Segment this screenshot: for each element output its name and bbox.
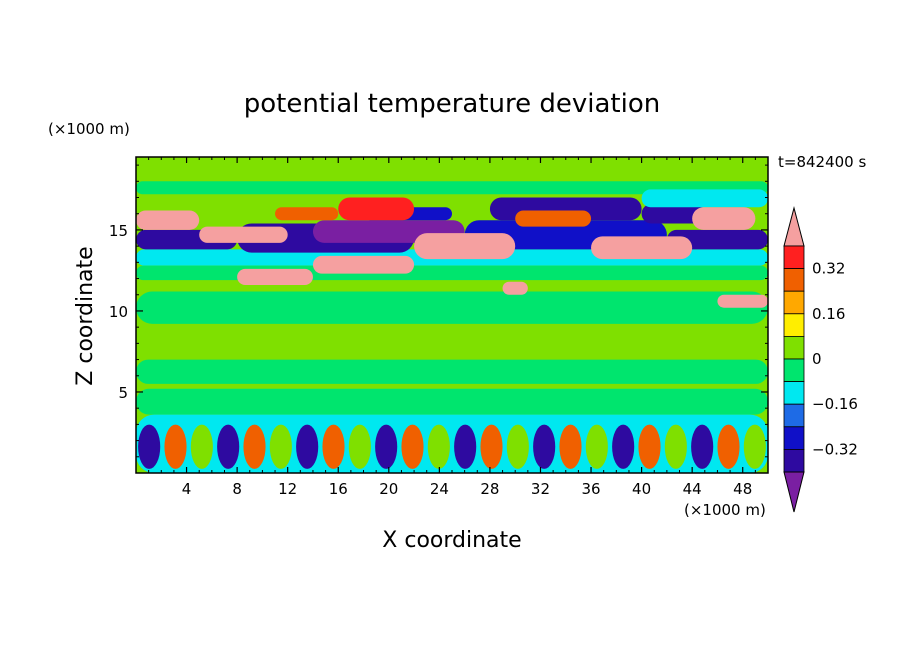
field-region-16 — [199, 226, 288, 243]
field-region-27 — [136, 414, 768, 473]
x-tick-label-12: 12 — [278, 480, 297, 498]
colorbar-band-0 — [783, 245, 805, 270]
boundary-cell-12 — [454, 424, 477, 469]
colorbar-band-1 — [783, 268, 805, 292]
x-tick-label-8: 8 — [232, 480, 242, 498]
boundary-cell-11 — [427, 424, 450, 469]
field-region-15 — [136, 210, 200, 230]
y-tick-label-15: 15 — [109, 222, 128, 240]
colorbar-band-9 — [783, 448, 805, 473]
x-tick-label-36: 36 — [581, 480, 600, 498]
colorbar-band-4 — [783, 335, 805, 360]
x-tick-label-24: 24 — [430, 480, 449, 498]
field-region-13 — [641, 203, 705, 224]
x-axis-title: X coordinate — [382, 528, 521, 553]
colorbar-tick-label-1: 0.16 — [812, 305, 845, 323]
x-tick-label-4: 4 — [182, 480, 192, 498]
colorbar-tick-label-2: 0 — [812, 350, 822, 368]
boundary-cell-1 — [164, 424, 187, 469]
field-region-21 — [275, 207, 339, 221]
field-region-2 — [136, 291, 768, 324]
boundary-cell-8 — [348, 424, 371, 469]
field-region-4 — [136, 388, 768, 415]
colorbar-band-5 — [783, 358, 805, 383]
field-region-3 — [136, 359, 768, 384]
colorbar-band-6 — [783, 381, 805, 405]
boundary-cell-23 — [743, 424, 766, 469]
x-tick-label-48: 48 — [733, 480, 752, 498]
y-axis: 5 10 15 — [109, 164, 768, 458]
boundary-cell-7 — [322, 424, 345, 469]
boundary-cell-18 — [612, 424, 635, 469]
x-axis: 4 8 12 16 20 24 28 32 36 40 44 48 — [148, 157, 756, 498]
x-unit-label: (×1000 m) — [684, 501, 766, 519]
x-tick-label-44: 44 — [683, 480, 702, 498]
colorbar: 0.32 0.16 0 −0.16 −0.32 — [783, 206, 858, 513]
x-tick-label-28: 28 — [480, 480, 499, 498]
boundary-cell-17 — [585, 424, 608, 469]
colorbar-tick-label-3: −0.16 — [812, 395, 858, 413]
field-region-20 — [338, 197, 415, 221]
y-tick-label-5: 5 — [118, 384, 128, 402]
y-tick-label-10: 10 — [109, 303, 128, 321]
field-region-18 — [312, 255, 415, 274]
colorbar-tick-label-4: −0.32 — [812, 440, 858, 458]
chart-title: potential temperature deviation — [244, 89, 660, 119]
boundary-cell-15 — [533, 424, 556, 469]
colorbar-band-3 — [783, 313, 805, 337]
field-region-23 — [591, 236, 693, 260]
field-region-14 — [641, 189, 768, 208]
colorbar-tick-label-0: 0.32 — [812, 260, 845, 278]
field-region-25 — [502, 281, 528, 295]
contour-field — [136, 157, 768, 473]
boundary-cell-20 — [664, 424, 687, 469]
colorbar-band-2 — [783, 290, 805, 315]
field-region-1 — [136, 265, 768, 281]
boundary-cell-2 — [190, 424, 213, 469]
boundary-cell-19 — [638, 424, 661, 469]
colorbar-min-arrow — [783, 471, 805, 513]
field-region-24 — [692, 207, 756, 230]
x-tick-label-32: 32 — [531, 480, 550, 498]
field-region-19 — [414, 233, 516, 260]
x-tick-label-40: 40 — [632, 480, 651, 498]
y-unit-label: (×1000 m) — [48, 120, 130, 138]
boundary-cell-3 — [217, 424, 240, 469]
boundary-cell-4 — [243, 424, 266, 469]
field-region-22 — [515, 210, 592, 227]
boundary-cell-9 — [375, 424, 398, 469]
boundary-cell-6 — [296, 424, 319, 469]
boundary-cell-5 — [269, 424, 292, 469]
colorbar-band-8 — [783, 426, 805, 450]
field-region-10 — [666, 229, 768, 250]
colorbar-band-7 — [783, 403, 805, 428]
boundary-cell-22 — [717, 424, 740, 469]
time-label: t=842400 s — [778, 153, 866, 171]
boundary-cell-16 — [559, 424, 582, 469]
boundary-cell-0 — [138, 424, 161, 469]
x-tick-label-16: 16 — [329, 480, 348, 498]
colorbar-max-arrow — [783, 206, 805, 247]
field-region-26 — [717, 294, 768, 308]
boundary-cell-13 — [480, 424, 503, 469]
y-axis-title: Z coordinate — [73, 246, 98, 385]
x-tick-label-20: 20 — [379, 480, 398, 498]
field-region-17 — [237, 268, 313, 286]
boundary-cell-10 — [401, 424, 424, 469]
boundary-cell-14 — [506, 424, 529, 469]
field-region-5 — [136, 181, 768, 195]
boundary-cell-21 — [691, 424, 714, 469]
